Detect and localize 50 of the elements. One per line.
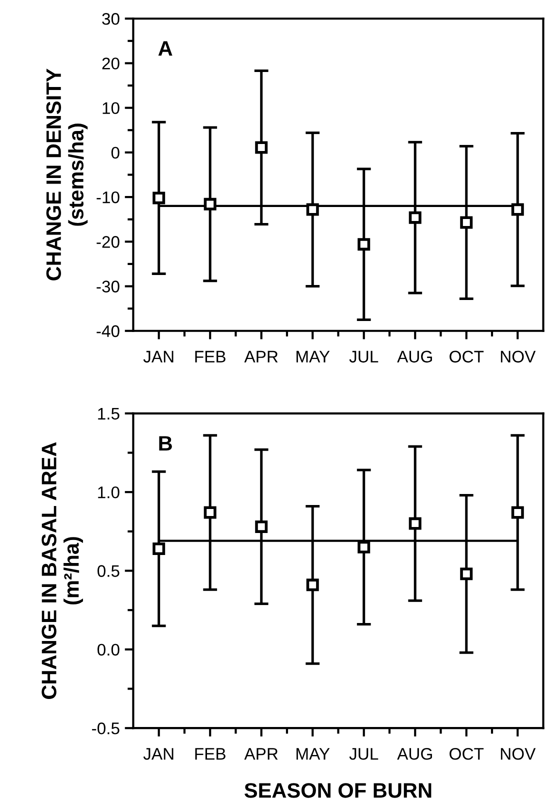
point	[460, 568, 473, 580]
point	[511, 506, 524, 519]
y-tick-label: 1.0	[98, 486, 120, 498]
x-tick-label: JAN	[143, 350, 174, 363]
x-tick-label: OCT	[450, 748, 484, 760]
x-tick-label: APR	[244, 748, 278, 760]
y-tick-label: -40	[96, 325, 120, 338]
y-tick-label: -30	[96, 280, 120, 292]
x-tick-label: JUL	[349, 350, 378, 363]
point	[511, 203, 524, 216]
annotation: B	[159, 436, 172, 451]
x-tick-label: NOV	[500, 748, 536, 760]
y-tick-label: 0.5	[98, 565, 120, 577]
x-tick-label: MAY	[296, 350, 330, 362]
x-tick-label: JUL	[349, 748, 378, 760]
y-tick-label: 30	[102, 13, 120, 25]
y-tick-label: 0.0	[98, 644, 120, 656]
y-tick-label: -0.5	[92, 722, 120, 734]
point	[204, 198, 216, 210]
x-tick-label: MAY	[296, 748, 330, 760]
annotation: A	[158, 41, 172, 56]
point	[306, 578, 319, 592]
y-axis-title: CHANGE IN DENSITY (stems/ha)	[46, 68, 88, 280]
x-tick-label: OCT	[450, 350, 484, 363]
x-axis-title: SEASON OF BURN	[244, 783, 432, 798]
point	[255, 520, 268, 533]
point	[152, 542, 166, 555]
y-tick-label: 20	[102, 58, 120, 70]
point	[408, 517, 422, 530]
point	[358, 540, 370, 554]
point	[306, 203, 319, 216]
point	[152, 192, 166, 204]
point	[358, 238, 370, 251]
point	[204, 506, 216, 519]
point	[255, 141, 268, 154]
x-tick-label: APR	[244, 350, 278, 362]
x-tick-label: AUG	[397, 748, 432, 760]
x-tick-label: FEB	[195, 748, 226, 760]
y-tick-label: 1.5	[98, 408, 120, 420]
y-tick-label: 0	[111, 146, 120, 159]
y-tick-label: -20	[96, 236, 120, 248]
y-tick-label: 10	[102, 102, 120, 114]
x-tick-label: JAN	[143, 748, 174, 760]
point	[460, 216, 473, 229]
x-tick-label: FEB	[195, 350, 226, 362]
point	[408, 211, 422, 224]
y-tick-label: -10	[96, 191, 120, 204]
x-tick-label: AUG	[397, 350, 432, 363]
y-axis-title: CHANGE IN BASAL AREA (m²/ha)	[42, 442, 83, 699]
x-tick-label: NOV	[500, 350, 536, 363]
